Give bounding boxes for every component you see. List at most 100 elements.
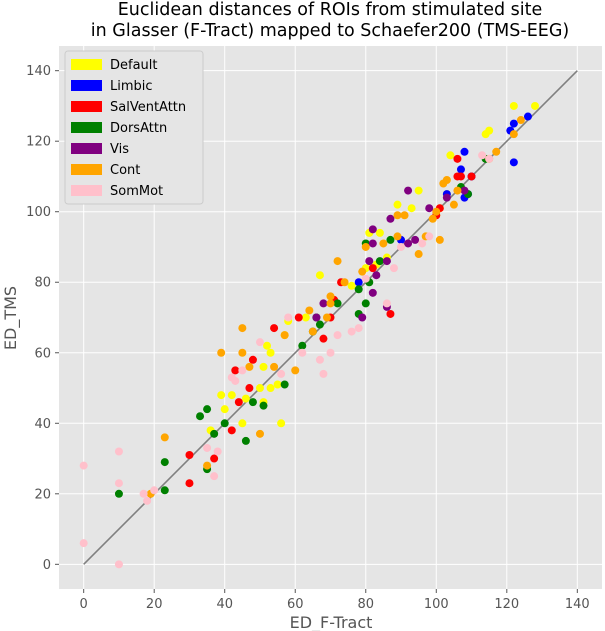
point-default	[414, 186, 423, 195]
point-default	[227, 391, 236, 400]
point-cont	[361, 242, 370, 251]
legend-label-vis: Vis	[110, 142, 129, 157]
y-axis-label: ED_TMS	[1, 286, 21, 350]
point-dorsattn	[196, 412, 205, 421]
legend-swatch-limbic	[71, 80, 102, 91]
point-salventattn	[453, 154, 462, 163]
point-cont	[439, 179, 448, 188]
point-sommot	[277, 369, 286, 378]
point-dorsattn	[354, 285, 363, 294]
point-vis	[368, 225, 377, 234]
point-limbic	[354, 278, 363, 287]
point-sommot	[418, 239, 427, 248]
point-sommot	[326, 348, 335, 357]
point-cont	[358, 267, 367, 276]
legend-swatch-default	[71, 59, 102, 70]
y-tick-label: 40	[34, 417, 51, 432]
point-default	[277, 419, 286, 428]
y-tick-label: 20	[34, 487, 51, 502]
point-cont	[432, 207, 441, 216]
point-salventattn	[453, 172, 462, 181]
point-sommot	[79, 461, 88, 470]
point-cont	[326, 292, 335, 301]
point-cont	[400, 211, 409, 220]
point-cont	[291, 366, 300, 375]
point-sommot	[203, 443, 212, 452]
point-default	[315, 271, 324, 280]
point-dorsattn	[220, 419, 229, 428]
point-cont	[414, 250, 423, 259]
legend-swatch-salventattn	[71, 101, 102, 112]
point-vis	[358, 313, 367, 322]
point-dorsattn	[333, 299, 342, 308]
point-cont	[393, 211, 402, 220]
point-salventattn	[368, 264, 377, 273]
y-tick-label: 60	[34, 346, 51, 361]
point-dorsattn	[361, 299, 370, 308]
point-dorsattn	[259, 401, 268, 410]
point-sommot	[114, 447, 123, 456]
point-dorsattn	[386, 235, 395, 244]
point-salventattn	[248, 355, 257, 364]
point-cont	[270, 362, 279, 371]
x-tick-label: 60	[287, 597, 304, 612]
point-cont	[322, 313, 331, 322]
point-cont	[516, 116, 525, 125]
point-limbic	[509, 119, 518, 128]
y-tick-label: 100	[26, 205, 51, 220]
point-dorsattn	[248, 398, 257, 407]
point-default	[263, 341, 272, 350]
x-tick-labels: 0 20 40 60 80 100 120 140	[80, 589, 590, 612]
point-default	[393, 200, 402, 209]
point-sommot	[231, 376, 240, 385]
point-cont	[428, 214, 437, 223]
point-default	[266, 384, 275, 393]
point-vis	[404, 239, 413, 248]
point-sommot	[397, 242, 406, 251]
point-dorsattn	[203, 405, 212, 414]
point-sommot	[347, 327, 356, 336]
x-tick-label: 140	[565, 597, 590, 612]
point-cont	[333, 257, 342, 266]
y-tick-labels: 0 20 40 60 80 100 120 140	[26, 64, 59, 573]
legend-swatch-vis	[71, 143, 102, 154]
y-tick-label: 140	[26, 64, 51, 79]
point-dorsattn	[315, 320, 324, 329]
point-vis	[425, 204, 434, 213]
point-default	[220, 405, 229, 414]
point-vis	[368, 288, 377, 297]
point-cont	[326, 299, 335, 308]
point-default	[375, 228, 384, 237]
legend-label-dorsattn: DorsAttn	[110, 121, 167, 136]
point-default	[531, 101, 540, 110]
point-salventattn	[210, 454, 219, 463]
point-vis	[319, 299, 328, 308]
point-vis	[386, 214, 395, 223]
point-default	[266, 348, 275, 357]
point-sommot	[143, 496, 152, 505]
point-default	[407, 204, 416, 213]
point-sommot	[315, 355, 324, 364]
chart-title-line-2: in Glasser (F-Tract) mapped to Schaefer2…	[91, 21, 569, 41]
point-cont	[217, 348, 226, 357]
point-default	[273, 380, 282, 389]
point-sommot	[79, 539, 88, 548]
point-salventattn	[270, 324, 279, 333]
point-vis	[442, 193, 451, 202]
point-vis	[312, 313, 321, 322]
point-vis	[460, 186, 469, 195]
point-sommot	[485, 154, 494, 163]
point-default	[509, 101, 518, 110]
point-dorsattn	[241, 436, 250, 445]
point-vis	[365, 257, 374, 266]
point-cont	[379, 239, 388, 248]
point-salventattn	[185, 451, 194, 460]
point-cont	[449, 200, 458, 209]
point-cont	[492, 147, 501, 156]
point-sommot	[210, 472, 219, 481]
y-tick-label: 120	[26, 135, 51, 150]
legend-label-default: Default	[110, 58, 158, 73]
x-tick-label: 100	[424, 597, 449, 612]
point-default	[347, 281, 356, 290]
